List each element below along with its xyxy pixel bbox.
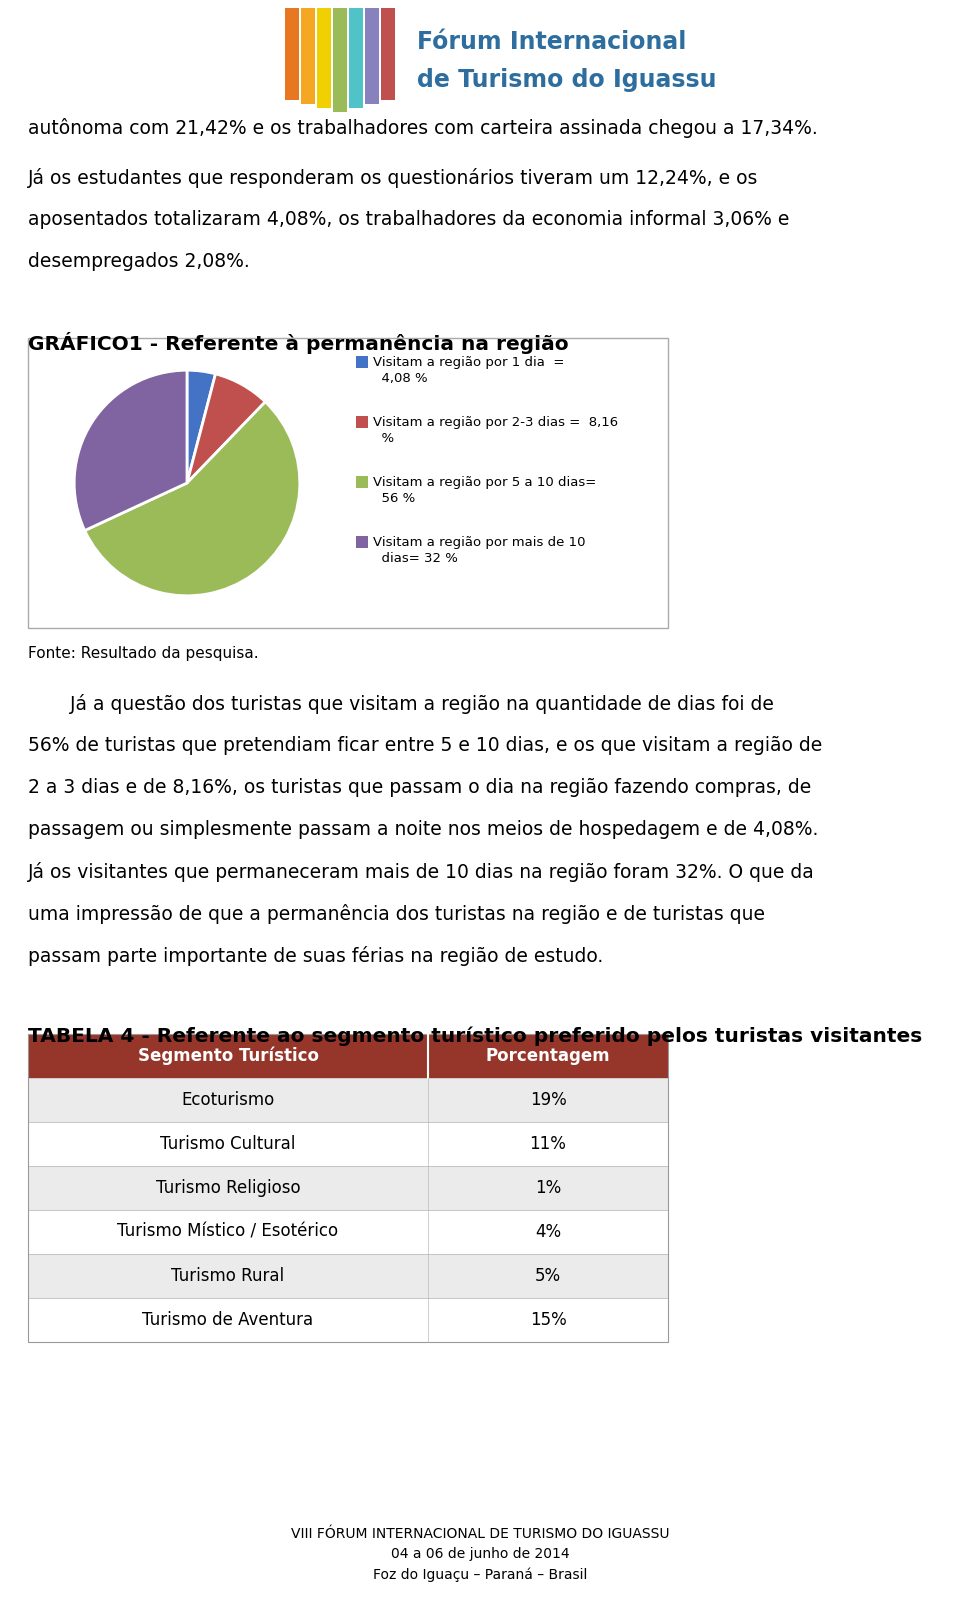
Text: Ecoturismo: Ecoturismo	[181, 1091, 275, 1109]
Bar	[28, 1078, 668, 1121]
Text: 4,08 %: 4,08 %	[373, 372, 427, 385]
Bar	[333, 8, 347, 113]
Bar	[381, 8, 395, 100]
Text: dias= 32 %: dias= 32 %	[373, 552, 458, 565]
Text: uma impressão de que a permanência dos turistas na região e de turistas que: uma impressão de que a permanência dos t…	[28, 904, 765, 924]
Bar	[285, 8, 299, 100]
Text: 15%: 15%	[530, 1311, 566, 1329]
Bar	[356, 356, 368, 368]
Text: Segmento Turístico: Segmento Turístico	[137, 1047, 319, 1065]
Text: 56 %: 56 %	[373, 492, 416, 505]
Text: GRÁFICO1 - Referente à permanência na região: GRÁFICO1 - Referente à permanência na re…	[28, 331, 568, 354]
Text: Visitam a região por 2-3 dias =  8,16: Visitam a região por 2-3 dias = 8,16	[373, 417, 618, 430]
Text: Já os estudantes que responderam os questionários tiveram um 12,24%, e os: Já os estudantes que responderam os ques…	[28, 167, 758, 188]
Text: Turismo de Aventura: Turismo de Aventura	[142, 1311, 314, 1329]
Text: 5%: 5%	[535, 1266, 561, 1286]
Bar	[356, 417, 368, 428]
Text: 19%: 19%	[530, 1091, 566, 1109]
Text: Já os visitantes que permaneceram mais de 10 dias na região foram 32%. O que da: Já os visitantes que permaneceram mais d…	[28, 862, 815, 882]
Text: aposentados totalizaram 4,08%, os trabalhadores da economia informal 3,06% e: aposentados totalizaram 4,08%, os trabal…	[28, 211, 789, 228]
Text: 56% de turistas que pretendiam ficar entre 5 e 10 dias, e os que visitam a regiã: 56% de turistas que pretendiam ficar ent…	[28, 735, 823, 755]
Wedge shape	[84, 402, 300, 595]
Text: desempregados 2,08%.: desempregados 2,08%.	[28, 253, 250, 270]
Bar	[301, 8, 315, 105]
Bar	[28, 1253, 668, 1298]
Bar	[349, 8, 363, 108]
Text: Porcentagem: Porcentagem	[486, 1047, 611, 1065]
Wedge shape	[74, 370, 187, 531]
Wedge shape	[187, 370, 216, 483]
Bar	[317, 8, 331, 108]
Text: Foz do Iguaçu – Paraná – Brasil: Foz do Iguaçu – Paraná – Brasil	[372, 1567, 588, 1582]
Text: passam parte importante de suas férias na região de estudo.: passam parte importante de suas férias n…	[28, 946, 603, 965]
Bar	[365, 8, 379, 105]
Text: Turismo Religioso: Turismo Religioso	[156, 1179, 300, 1197]
Wedge shape	[187, 373, 265, 483]
Bar	[28, 1167, 668, 1210]
Text: 4%: 4%	[535, 1223, 561, 1241]
Bar	[356, 476, 368, 488]
Text: Fonte: Resultado da pesquisa.: Fonte: Resultado da pesquisa.	[28, 645, 258, 661]
Bar	[28, 338, 668, 628]
Text: 2 a 3 dias e de 8,16%, os turistas que passam o dia na região fazendo compras, d: 2 a 3 dias e de 8,16%, os turistas que p…	[28, 779, 811, 796]
Text: passagem ou simplesmente passam a noite nos meios de hospedagem e de 4,08%.: passagem ou simplesmente passam a noite …	[28, 821, 818, 838]
Text: autônoma com 21,42% e os trabalhadores com carteira assinada chegou a 17,34%.: autônoma com 21,42% e os trabalhadores c…	[28, 117, 818, 138]
Text: Visitam a região por 1 dia  =: Visitam a região por 1 dia =	[373, 356, 564, 368]
Bar	[28, 1035, 668, 1078]
Bar	[28, 1210, 668, 1253]
Text: Já a questão dos turistas que visitam a região na quantidade de dias foi de: Já a questão dos turistas que visitam a …	[28, 693, 774, 714]
Text: 1%: 1%	[535, 1179, 562, 1197]
Text: Visitam a região por mais de 10: Visitam a região por mais de 10	[373, 536, 586, 549]
Text: TABELA 4 - Referente ao segmento turístico preferido pelos turistas visitantes: TABELA 4 - Referente ao segmento turísti…	[28, 1027, 923, 1046]
Text: Visitam a região por 5 a 10 dias=: Visitam a região por 5 a 10 dias=	[373, 476, 596, 489]
Text: Turismo Cultural: Turismo Cultural	[160, 1134, 296, 1154]
Text: 11%: 11%	[530, 1134, 566, 1154]
Text: 04 a 06 de junho de 2014: 04 a 06 de junho de 2014	[391, 1546, 569, 1561]
Text: Turismo Místico / Esotérico: Turismo Místico / Esotérico	[117, 1223, 339, 1241]
Text: Turismo Rural: Turismo Rural	[172, 1266, 284, 1286]
Text: Fórum Internacional: Fórum Internacional	[417, 31, 686, 55]
Text: VIII FÓRUM INTERNACIONAL DE TURISMO DO IGUASSU: VIII FÓRUM INTERNACIONAL DE TURISMO DO I…	[291, 1527, 669, 1541]
Bar	[28, 1298, 668, 1342]
Text: de Turismo do Iguassu: de Turismo do Iguassu	[417, 68, 716, 92]
Bar	[28, 1121, 668, 1167]
Bar	[28, 1035, 668, 1342]
Text: %: %	[373, 431, 395, 446]
Bar	[356, 536, 368, 549]
